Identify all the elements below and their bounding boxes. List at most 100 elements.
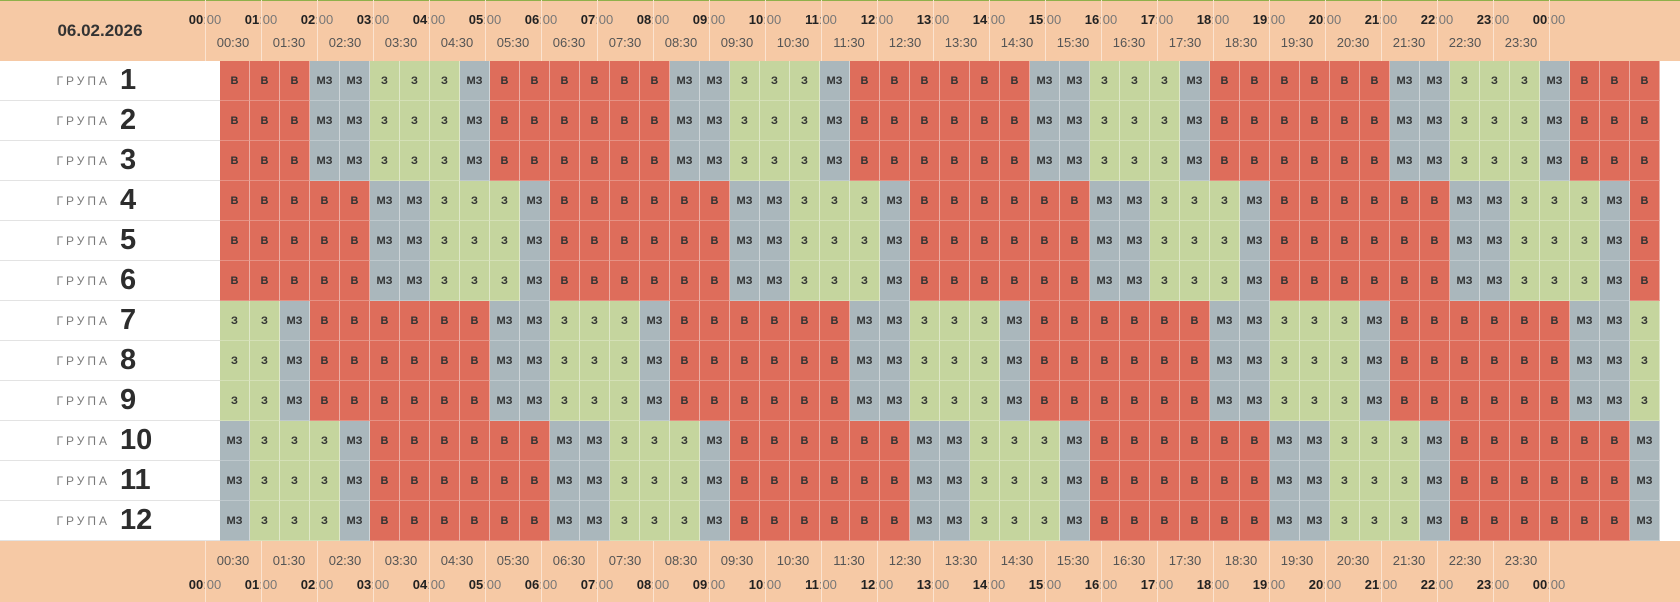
group-row-label: ГРУПА 8 [0,341,220,381]
hour-label: 01:00 [245,577,278,592]
hour-label-hours: 00 [1532,577,1548,592]
schedule-cell: З [1510,101,1540,141]
schedule-cell: В [1630,141,1660,181]
schedule-cell: МЗ [1090,181,1120,221]
schedule-cell: В [1000,261,1030,301]
hour-label: 04:00 [413,12,446,27]
hour-tick [597,0,598,61]
half-hour-label: 05:30 [496,553,530,568]
half-hour-label: 11:30 [833,35,865,50]
schedule-cell: МЗ [1000,301,1030,341]
hour-label-minutes: :00 [539,577,558,592]
group-row-label: ГРУПА 9 [0,381,220,421]
schedule-cell: З [850,181,880,221]
schedule-cell: В [580,181,610,221]
schedule-cell: В [790,461,820,501]
hour-tick [317,0,318,61]
schedule-cell: В [820,301,850,341]
group-number: 8 [120,344,137,376]
schedule-cell: В [550,221,580,261]
schedule-cell: МЗ [220,421,250,461]
schedule-cell: В [490,461,520,501]
group-number: 11 [120,464,151,496]
schedule-cell: В [520,461,550,501]
hour-label-hours: 23 [1476,577,1492,592]
half-hour-label: 20:30 [1336,553,1370,568]
schedule-cell: МЗ [850,341,880,381]
hour-tick [1101,0,1102,61]
schedule-cell: В [490,141,520,181]
schedule-cell: З [580,301,610,341]
schedule-cell: В [670,341,700,381]
schedule-cell: З [280,461,310,501]
schedule-cell: З [790,141,820,181]
group-row-label: ГРУПА 2 [0,101,220,141]
schedule-cell: В [400,381,430,421]
hour-label-hours: 00 [188,12,204,27]
schedule-cell: МЗ [1420,61,1450,101]
schedule-cell: В [1420,341,1450,381]
schedule-cell: В [730,461,760,501]
schedule-cell: В [1450,461,1480,501]
schedule-cell: В [550,61,580,101]
schedule-cell: МЗ [400,221,430,261]
schedule-cell: В [610,61,640,101]
half-hour-label: 10:30 [776,35,810,50]
hour-label: 09:00 [693,12,726,27]
hour-label: 15:00 [1029,12,1062,27]
schedule-cell: В [1270,141,1300,181]
schedule-cell: МЗ [880,221,910,261]
schedule-cell: В [880,61,910,101]
schedule-cell: В [700,341,730,381]
schedule-cell: В [250,61,280,101]
schedule-cell: МЗ [1030,101,1060,141]
schedule-cell: В [430,381,460,421]
schedule-cell: В [340,221,370,261]
hour-label-minutes: :00 [763,12,782,27]
schedule-cell: МЗ [940,461,970,501]
schedule-cell: З [370,101,400,141]
hour-label-hours: 06 [524,577,540,592]
schedule-cell: З [970,301,1000,341]
schedule-cell: В [1000,101,1030,141]
hour-label-minutes: :00 [1155,12,1174,27]
schedule-cell: З [1450,101,1480,141]
schedule-cell: З [1090,141,1120,181]
schedule-cell: З [250,501,280,541]
schedule-cell: МЗ [1630,461,1660,501]
hour-label-minutes: :00 [1435,577,1454,592]
group-row-label: ГРУПА 7 [0,301,220,341]
schedule-cell: В [580,221,610,261]
schedule-cell: В [1120,341,1150,381]
hour-label-minutes: :00 [1435,12,1454,27]
schedule-cell: В [550,181,580,221]
schedule-cell: В [730,381,760,421]
schedule-cell: В [1240,101,1270,141]
schedule-cell: В [1450,341,1480,381]
half-hour-label: 08:30 [664,553,698,568]
schedule-cell: В [820,461,850,501]
half-hour-label: 07:30 [608,553,642,568]
hour-label-minutes: :00 [1547,12,1566,27]
schedule-cell: З [490,221,520,261]
schedule-cell: В [940,261,970,301]
schedule-cell: МЗ [1420,461,1450,501]
half-hour-label: 20:30 [1336,35,1370,50]
schedule-cell: В [1210,101,1240,141]
half-hour-label: 06:30 [552,553,586,568]
half-hour-label: 04:30 [440,553,474,568]
schedule-cell: МЗ [910,421,940,461]
schedule-cell: З [460,181,490,221]
hour-label-minutes: :00 [1323,577,1342,592]
hour-label-hours: 14 [972,12,988,27]
schedule-cell: В [1390,221,1420,261]
schedule-cell: МЗ [820,61,850,101]
schedule-cell: З [250,301,280,341]
hour-label: 10:00 [749,12,782,27]
hour-label: 22:00 [1421,577,1454,592]
hour-label-hours: 00 [188,577,204,592]
schedule-cell: З [670,421,700,461]
schedule-cell: В [1180,421,1210,461]
schedule-cell: МЗ [1000,341,1030,381]
hour-label-hours: 20 [1308,577,1324,592]
